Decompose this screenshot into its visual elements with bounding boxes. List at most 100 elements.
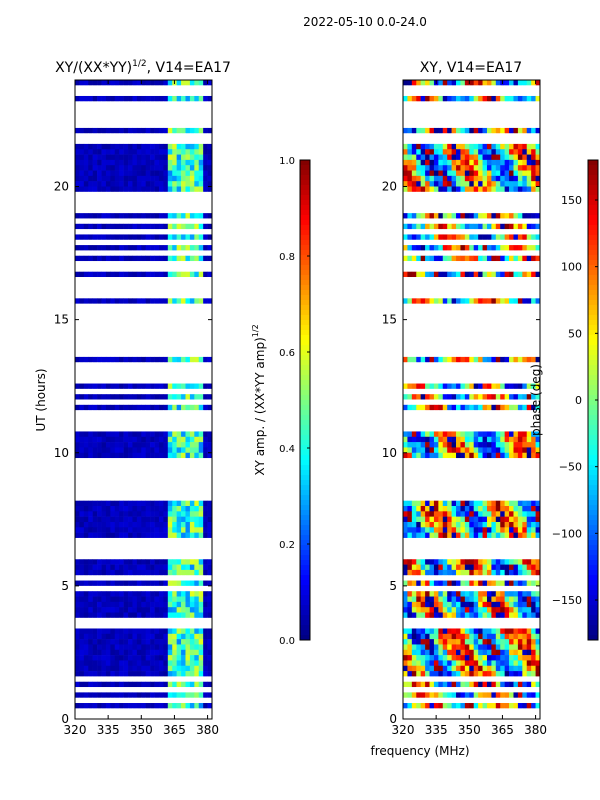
amplitude-cell: [154, 106, 160, 113]
amplitude-cell: [176, 585, 182, 592]
amplitude-cell: [141, 697, 147, 704]
phase-cell: [509, 111, 514, 118]
amplitude-cell: [132, 191, 138, 198]
amplitude-cell: [176, 420, 182, 427]
amplitude-cell: [123, 559, 129, 565]
amplitude-cell: [114, 516, 120, 523]
amplitude-cell: [189, 484, 195, 491]
phase-cell: [486, 95, 492, 102]
amplitude-cell: [75, 388, 80, 395]
phase-cell: [500, 239, 505, 246]
amplitude-cell: [172, 404, 177, 411]
amplitude-cell: [101, 159, 107, 166]
amplitude-cell: [128, 229, 133, 235]
amplitude-cell: [114, 239, 120, 246]
amplitude-cell: [97, 516, 102, 523]
amplitude-cell: [123, 186, 129, 193]
amplitude-cell: [75, 458, 80, 464]
phase-cell: [531, 80, 536, 86]
amplitude-cell: [123, 207, 129, 214]
amplitude-cell: [176, 713, 182, 720]
amplitude-cell: [189, 442, 195, 448]
phase-cell: [482, 202, 488, 209]
amplitude-cell: [105, 138, 111, 145]
amplitude-cell: [101, 426, 107, 432]
amplitude-cell: [83, 330, 89, 336]
phase-cell: [495, 95, 501, 102]
amplitude-cell: [92, 266, 98, 273]
amplitude-cell: [105, 703, 111, 709]
amplitude-cell: [97, 591, 102, 597]
amplitude-cell: [123, 356, 129, 363]
amplitude-cell: [114, 85, 120, 91]
amplitude-cell: [194, 692, 200, 699]
amplitude-cell: [83, 111, 89, 118]
amplitude-cell: [176, 170, 182, 177]
amplitude-cell: [105, 330, 111, 336]
amplitude-cell: [75, 431, 80, 438]
amplitude-cell: [185, 426, 191, 432]
amplitude-cell: [119, 106, 124, 113]
phase-cell: [486, 234, 492, 241]
phase-cell: [535, 127, 541, 134]
amplitude-cell: [105, 170, 111, 177]
amplitude-cell: [110, 442, 116, 448]
amplitude-xtick-label: 350: [130, 723, 153, 737]
amplitude-cell: [141, 436, 147, 443]
amplitude-cell: [145, 308, 151, 315]
amplitude-cell: [110, 324, 116, 331]
amplitude-cell: [136, 580, 142, 587]
amplitude-cell: [75, 644, 80, 651]
amplitude-cell: [136, 90, 142, 97]
amplitude-cell: [176, 127, 182, 134]
phase-cell: [425, 255, 430, 262]
amplitude-cell: [101, 298, 107, 304]
amplitude-cell: [185, 399, 191, 406]
amplitude-cell: [163, 197, 169, 203]
amplitude-cell: [163, 239, 169, 246]
phase-cell: [442, 154, 448, 161]
phase-cell: [517, 175, 523, 182]
amplitude-cell: [141, 213, 147, 219]
amplitude-cell: [176, 314, 182, 320]
amplitude-panel: XY/(XX*YY)1/2, V14=EA17 320 335 350 365 3800…: [34, 59, 231, 737]
phase-cell: [456, 181, 461, 187]
amplitude-cell: [189, 596, 195, 603]
amplitude-cell: [101, 607, 107, 613]
phase-cell: [535, 229, 541, 235]
amplitude-cell: [110, 633, 116, 640]
amplitude-cell: [181, 442, 186, 448]
phase-cell: [535, 191, 541, 198]
amplitude-cell: [97, 639, 102, 645]
amplitude-cell: [110, 245, 116, 251]
amplitude-cell: [203, 335, 208, 342]
amplitude-cell: [141, 585, 147, 592]
amplitude-cell: [119, 324, 124, 331]
amplitude-cell: [207, 277, 213, 283]
amplitude-cell: [79, 394, 85, 400]
amplitude-cell: [198, 346, 204, 352]
amplitude-cell: [158, 527, 164, 533]
amplitude-cell: [158, 703, 164, 709]
amplitude-cell: [158, 207, 164, 214]
amplitude-cell: [189, 117, 195, 123]
amplitude-cell: [75, 277, 80, 283]
amplitude-cell: [203, 127, 208, 134]
amplitude-cell: [75, 351, 80, 358]
phase-cell: [486, 229, 492, 235]
amplitude-cell: [110, 335, 116, 342]
amplitude-cell: [207, 532, 213, 539]
amplitude-cell: [101, 106, 107, 113]
amplitude-cell: [92, 537, 98, 544]
amplitude-cell: [181, 516, 186, 523]
amplitude-cell: [158, 346, 164, 352]
amplitude-cell: [198, 703, 204, 709]
amplitude-cell: [150, 277, 155, 283]
amplitude-cell: [150, 575, 155, 581]
amplitude-cell: [128, 324, 133, 331]
amplitude-cell: [123, 490, 129, 496]
amplitude-cell: [198, 426, 204, 432]
amplitude-cell: [128, 362, 133, 368]
phase-cell: [456, 255, 461, 262]
amplitude-cell: [119, 708, 124, 714]
